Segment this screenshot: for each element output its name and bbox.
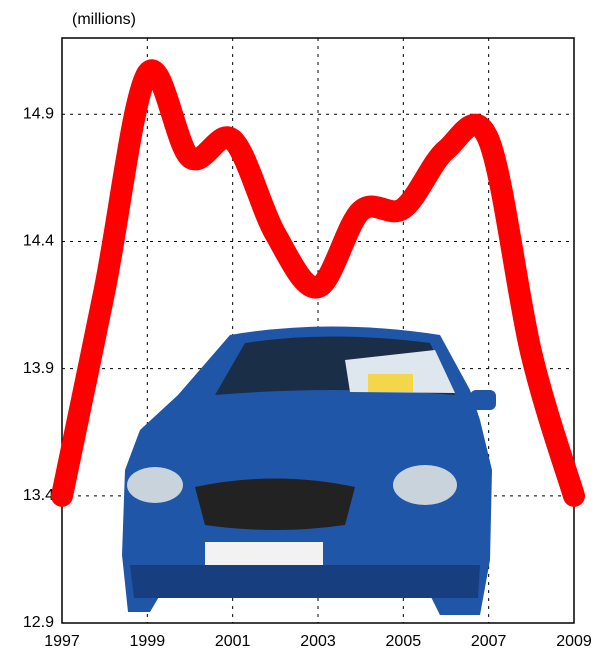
y-tick-label: 14.9 xyxy=(23,106,54,123)
x-tick-label: 1997 xyxy=(44,633,80,650)
chart: (millions) 12.9 13.4 13.9 14.4 14.9 1997 1999 2… xyxy=(0,0,601,653)
x-tick-label: 2009 xyxy=(556,633,592,650)
y-tick-label: 12.9 xyxy=(23,614,54,631)
y-axis-label: (millions) xyxy=(72,11,136,28)
x-tick-label: 2001 xyxy=(215,633,251,650)
x-tick-label: 2007 xyxy=(471,633,507,650)
y-tick-label: 13.9 xyxy=(23,360,54,377)
y-tick-label: 13.4 xyxy=(23,487,54,504)
x-tick-label: 2003 xyxy=(300,633,336,650)
car-photo xyxy=(122,327,496,616)
x-tick-label: 2005 xyxy=(386,633,422,650)
x-tick-label: 1999 xyxy=(130,633,166,650)
y-tick-label: 14.4 xyxy=(23,233,54,250)
